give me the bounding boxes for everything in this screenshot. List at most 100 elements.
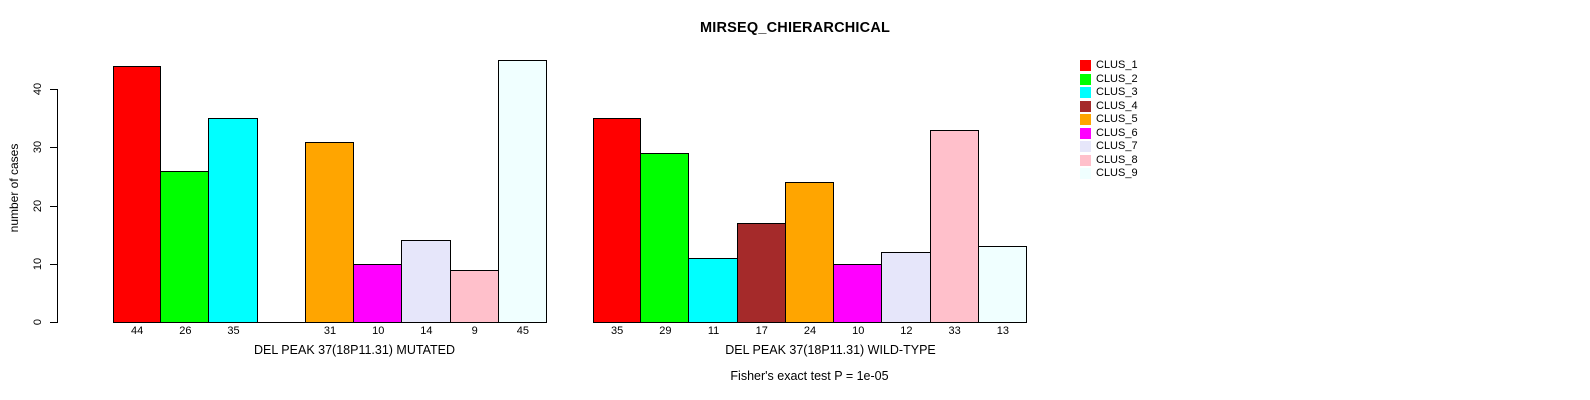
legend-item-clus_9: CLUS_9: [1080, 167, 1138, 181]
bar-clus_2: [640, 153, 690, 322]
bar-slot-clus_5: [304, 60, 355, 322]
bar-clus_2: [160, 171, 210, 322]
bar-clus_5: [304, 142, 355, 322]
legend-swatch-clus_5: [1080, 114, 1091, 126]
y-axis-tick: [50, 264, 57, 265]
legend-label: CLUS_1: [1096, 59, 1138, 72]
legend-label: CLUS_2: [1096, 72, 1138, 85]
bar-value-label: 26: [179, 325, 192, 337]
bar-slot-clus_5: [784, 60, 835, 322]
legend-item-clus_8: CLUS_8: [1080, 154, 1138, 168]
bar-value-label: 33: [948, 325, 961, 337]
bar-clus_5: [784, 182, 835, 322]
bar-clus_1: [593, 118, 642, 322]
legend-label: CLUS_6: [1096, 126, 1138, 139]
bar-value-label: 44: [130, 325, 144, 337]
panel-wild-type-value-labels: 35 29 11 17 24 10 12 33 13: [593, 325, 1027, 337]
legend-item-clus_7: CLUS_7: [1080, 140, 1138, 154]
bar-clus_9: [497, 60, 547, 322]
legend-swatch-clus_3: [1080, 87, 1091, 99]
bar-value-label: 17: [755, 325, 768, 337]
legend-label: CLUS_7: [1096, 140, 1138, 153]
y-axis-tick-label: 30: [32, 140, 44, 154]
bar-value-label: 12: [900, 325, 913, 337]
bar-clus_6: [353, 264, 403, 322]
bar-value-label: 10: [852, 325, 865, 337]
legend-swatch-clus_4: [1080, 100, 1091, 112]
bar-clus_4: [736, 223, 786, 322]
legend-item-clus_2: CLUS_2: [1080, 73, 1138, 87]
bar-clus_8: [929, 130, 979, 322]
legend-item-clus_6: CLUS_6: [1080, 127, 1138, 141]
bar-value-label: 13: [996, 325, 1009, 337]
y-axis-line: [57, 89, 58, 323]
bar-slot-clus_2: [160, 60, 210, 322]
legend-swatch-clus_6: [1080, 127, 1091, 139]
bar-clus_6: [833, 264, 883, 322]
y-axis-tick: [50, 206, 57, 207]
bar-value-label: 11: [707, 325, 720, 337]
bar-slot-clus_3: [688, 60, 738, 322]
legend-swatch-clus_1: [1080, 60, 1091, 72]
bar-slot-clus_4: [258, 60, 306, 322]
legend-label: CLUS_4: [1096, 99, 1138, 112]
bar-clus_8: [449, 270, 499, 322]
panel-wild-type-x-axis-label: DEL PEAK 37(18P11.31) WILD-TYPE: [725, 343, 936, 357]
bar-value-label: 31: [323, 325, 337, 337]
bar-value-label: 14: [420, 325, 433, 337]
bar-slot-clus_9: [497, 60, 547, 322]
legend-swatch-clus_8: [1080, 154, 1091, 166]
legend-label: CLUS_8: [1096, 153, 1138, 166]
y-axis-tick-label: 40: [32, 82, 44, 96]
bar-slot-clus_4: [736, 60, 786, 322]
panel-mutated-bars: [113, 60, 547, 323]
legend: CLUS_1 CLUS_2 CLUS_3 CLUS_4 CLUS_5 CLUS_6 CLUS…: [1080, 59, 1138, 181]
y-axis-tick-label: 10: [32, 257, 44, 271]
bar-value-label: 10: [372, 325, 385, 337]
bar-clus_3: [688, 258, 738, 322]
bar-slot-clus_1: [593, 60, 642, 322]
y-axis-tick: [50, 322, 57, 323]
legend-label: CLUS_3: [1096, 86, 1138, 99]
y-axis-title: number of cases: [7, 143, 21, 233]
bar-value-label: 35: [227, 325, 240, 337]
legend-swatch-clus_2: [1080, 73, 1091, 85]
bar-slot-clus_6: [353, 60, 403, 322]
bar-slot-clus_9: [977, 60, 1027, 322]
legend-item-clus_5: CLUS_5: [1080, 113, 1138, 127]
bar-value-label: 29: [659, 325, 672, 337]
legend-item-clus_3: CLUS_3: [1080, 86, 1138, 100]
bar-value-label: [258, 325, 306, 337]
y-axis-tick-label: 0: [32, 318, 44, 326]
legend-label: CLUS_9: [1096, 167, 1138, 180]
bar-slot-clus_3: [208, 60, 258, 322]
bar-clus_9: [977, 246, 1027, 322]
bar-value-label: 9: [471, 325, 478, 337]
y-axis-tick-label: 20: [32, 199, 44, 213]
legend-swatch-clus_7: [1080, 141, 1091, 153]
bar-clus_1: [113, 66, 162, 322]
y-axis-tick: [50, 89, 57, 90]
legend-swatch-clus_9: [1080, 168, 1091, 180]
bar-value-label: 45: [516, 325, 529, 337]
bar-slot-clus_7: [401, 60, 451, 322]
bar-clus_7: [881, 252, 931, 322]
bar-slot-clus_8: [449, 60, 499, 322]
legend-item-clus_4: CLUS_4: [1080, 100, 1138, 114]
bar-clus_7: [401, 240, 451, 322]
bar-slot-clus_1: [113, 60, 162, 322]
bar-slot-clus_7: [881, 60, 931, 322]
legend-label: CLUS_5: [1096, 113, 1138, 126]
bar-slot-clus_8: [929, 60, 979, 322]
bar-value-label: 24: [803, 325, 817, 337]
bar-value-label: 35: [610, 325, 624, 337]
chart-title: MIRSEQ_CHIERARCHICAL: [699, 20, 891, 36]
y-axis-tick: [50, 147, 57, 148]
bar-slot-clus_6: [833, 60, 883, 322]
legend-item-clus_1: CLUS_1: [1080, 59, 1138, 73]
fisher-test-caption: Fisher's exact test P = 1e-05: [730, 369, 889, 383]
panel-mutated-x-axis-label: DEL PEAK 37(18P11.31) MUTATED: [253, 343, 455, 357]
panel-wild-type-bars: [593, 60, 1027, 323]
panel-mutated-value-labels: 44 26 35 31 10 14 9 45: [113, 325, 547, 337]
